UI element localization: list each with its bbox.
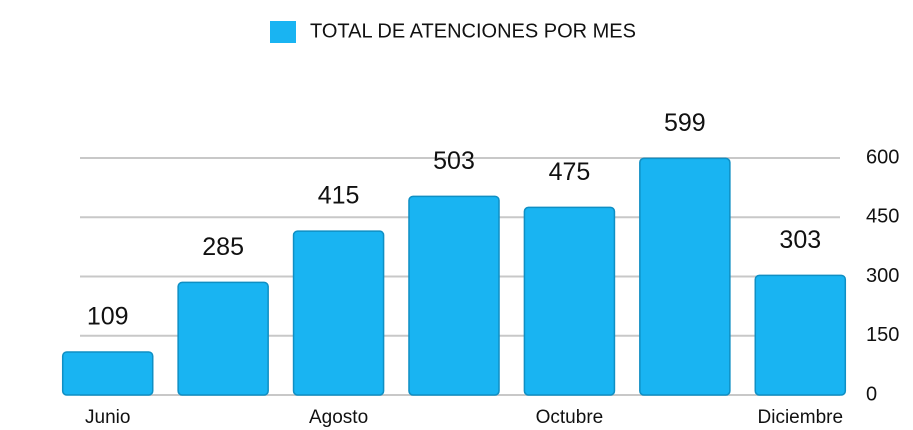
- bar: [754, 274, 847, 396]
- bar: [61, 351, 154, 396]
- y-tick-label: 0: [866, 383, 877, 405]
- y-tick-label: 300: [866, 265, 899, 287]
- value-label: 599: [664, 109, 706, 137]
- bar: [523, 206, 616, 396]
- value-label: 503: [433, 147, 475, 175]
- x-tick-label: Agosto: [309, 407, 368, 428]
- bar: [177, 281, 269, 396]
- value-label: 475: [549, 158, 591, 186]
- bar: [292, 230, 385, 396]
- value-label: 109: [87, 303, 129, 331]
- legend-swatch: [270, 21, 296, 43]
- bar: [408, 195, 500, 396]
- x-tick-label: Diciembre: [758, 407, 844, 428]
- bar: [639, 157, 731, 396]
- legend-label: TOTAL DE ATENCIONES POR MES: [310, 20, 636, 42]
- value-label: 303: [779, 226, 821, 254]
- x-tick-label: Octubre: [536, 407, 604, 428]
- y-tick-label: 600: [866, 146, 899, 168]
- value-label: 415: [318, 182, 360, 210]
- value-label: 285: [202, 233, 244, 261]
- x-tick-label: Junio: [85, 407, 130, 428]
- y-tick-label: 150: [866, 324, 899, 346]
- y-tick-label: 450: [866, 206, 899, 228]
